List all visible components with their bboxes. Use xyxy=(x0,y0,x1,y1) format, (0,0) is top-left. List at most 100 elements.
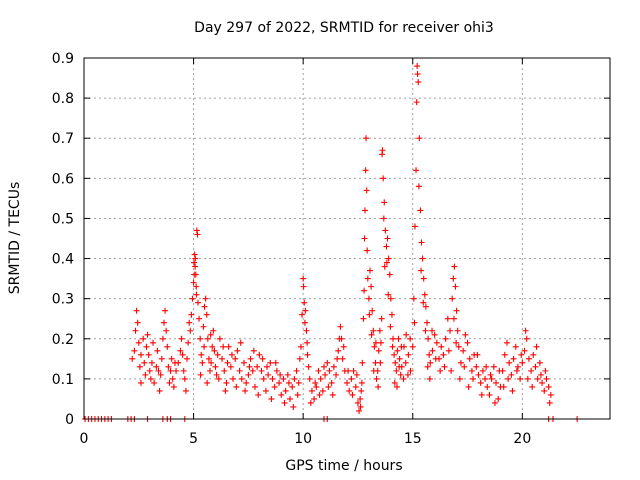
data-point xyxy=(211,347,218,354)
data-point xyxy=(163,327,170,334)
data-point xyxy=(533,343,540,350)
data-point xyxy=(222,387,229,394)
data-point xyxy=(383,243,390,250)
data-point xyxy=(199,359,206,366)
data-point xyxy=(140,335,147,342)
data-point xyxy=(496,367,503,374)
data-point xyxy=(456,375,463,382)
data-point xyxy=(320,363,327,370)
data-point xyxy=(297,343,304,350)
data-point xyxy=(136,363,143,370)
data-point xyxy=(441,363,448,370)
data-point xyxy=(393,383,400,390)
data-point xyxy=(396,363,403,370)
data-point xyxy=(234,347,241,354)
data-point xyxy=(198,351,205,358)
data-point xyxy=(503,339,510,346)
data-point xyxy=(201,303,208,310)
data-point xyxy=(141,359,148,366)
data-point xyxy=(465,383,472,390)
data-point xyxy=(177,347,184,354)
data-point xyxy=(543,375,550,382)
data-point xyxy=(359,359,366,366)
data-point xyxy=(360,315,367,322)
data-point xyxy=(470,375,477,382)
data-point xyxy=(517,375,524,382)
data-point xyxy=(346,387,353,394)
data-point xyxy=(391,379,398,386)
data-point xyxy=(157,371,164,378)
data-point xyxy=(545,383,552,390)
data-point xyxy=(475,371,482,378)
data-point xyxy=(170,383,177,390)
data-point xyxy=(148,359,155,366)
data-point xyxy=(364,247,371,254)
data-point xyxy=(228,351,235,358)
data-point xyxy=(238,375,245,382)
data-point xyxy=(402,359,409,366)
data-point xyxy=(245,371,252,378)
data-point xyxy=(422,327,429,334)
data-point xyxy=(445,347,452,354)
data-point xyxy=(171,359,178,366)
data-point xyxy=(233,383,240,390)
data-point xyxy=(393,367,400,374)
data-point xyxy=(433,339,440,346)
data-point xyxy=(358,387,365,394)
data-point xyxy=(287,395,294,402)
data-point xyxy=(255,391,262,398)
y-tick-label: 0.6 xyxy=(52,171,74,187)
x-tick-label: 0 xyxy=(80,431,89,447)
data-point xyxy=(411,223,418,230)
data-point xyxy=(375,383,382,390)
data-point xyxy=(455,343,462,350)
data-point xyxy=(409,343,416,350)
data-point xyxy=(462,331,469,338)
data-point xyxy=(194,231,201,238)
data-point xyxy=(519,359,526,366)
data-point xyxy=(291,375,298,382)
data-point xyxy=(196,315,203,322)
data-point xyxy=(243,379,250,386)
data-point xyxy=(227,363,234,370)
data-point xyxy=(230,375,237,382)
data-point xyxy=(444,315,451,322)
data-point xyxy=(147,375,154,382)
data-point xyxy=(358,379,365,386)
data-point xyxy=(532,363,539,370)
y-tick-label: 0.5 xyxy=(52,211,74,227)
data-point xyxy=(316,391,323,398)
data-point xyxy=(464,339,471,346)
data-point xyxy=(425,335,432,342)
y-tick-labels: 0 0.1 0.2 0.3 0.4 0.5 0.6 0.7 0.8 0.9 xyxy=(52,51,74,428)
data-point xyxy=(414,71,421,78)
data-point xyxy=(294,391,301,398)
data-point xyxy=(254,363,261,370)
data-point xyxy=(225,343,232,350)
data-point xyxy=(487,371,494,378)
data-point xyxy=(249,367,256,374)
data-point xyxy=(340,343,347,350)
data-point xyxy=(370,367,377,374)
plot-frame xyxy=(83,57,611,420)
data-point xyxy=(250,347,257,354)
data-point xyxy=(207,367,214,374)
data-point xyxy=(450,315,457,322)
data-point xyxy=(194,299,201,306)
data-point xyxy=(188,311,195,318)
data-point xyxy=(315,367,322,374)
data-point xyxy=(461,363,468,370)
data-point xyxy=(381,263,388,270)
data-point xyxy=(265,371,272,378)
data-point xyxy=(180,367,187,374)
y-tick-label: 0.3 xyxy=(52,292,74,308)
x-axis-label: GPS time / hours xyxy=(285,458,402,474)
data-point xyxy=(160,319,167,326)
data-point xyxy=(385,255,392,262)
data-point xyxy=(413,99,420,106)
data-point xyxy=(335,347,342,354)
data-point xyxy=(451,263,458,270)
data-point xyxy=(179,351,186,358)
data-point xyxy=(143,343,150,350)
data-point xyxy=(510,355,517,362)
